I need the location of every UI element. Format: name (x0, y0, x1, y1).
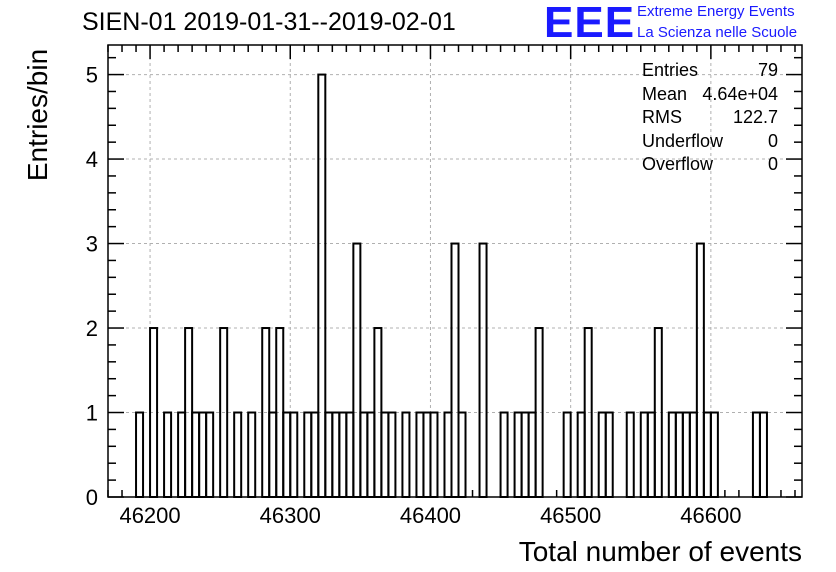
histogram-bin (597, 411, 607, 498)
histogram-bin (401, 411, 411, 498)
histogram-bin (478, 242, 488, 498)
histogram-bin (282, 411, 292, 498)
y-tick-label: 1 (86, 401, 98, 426)
histogram-bin (667, 411, 677, 498)
stat-rms-value: 122.7 (732, 107, 778, 127)
histogram-bin (639, 411, 649, 498)
x-tick-label: 46200 (119, 503, 180, 528)
histogram-bin (247, 411, 257, 498)
x-tick-label: 46600 (680, 503, 741, 528)
x-tick-label: 46400 (400, 503, 461, 528)
histogram-bin (422, 411, 432, 498)
logo-line-1: Extreme Energy Events (637, 3, 795, 20)
stat-overflow-label: Overflow (642, 154, 714, 174)
logo-line-2: La Scienza nelle Scuole (637, 24, 798, 41)
histogram-bin (457, 411, 467, 498)
histogram-bin (387, 411, 397, 498)
stat-rms-label: RMS (642, 107, 682, 127)
histogram-bin (205, 411, 215, 498)
histogram-bin (688, 411, 698, 498)
histogram-bin (303, 411, 313, 498)
histogram-bin (681, 411, 691, 498)
histogram-bin (198, 411, 208, 498)
histogram-bin (366, 411, 376, 498)
histogram-bin (625, 411, 635, 498)
y-tick-label: 3 (86, 232, 98, 257)
histogram-bin (709, 411, 719, 498)
x-axis-label: Total number of events (518, 536, 802, 567)
x-tick-label: 46500 (540, 503, 601, 528)
histogram-bin (268, 411, 278, 498)
ticks: 46200 46300 46400 46500 46600 0 1 2 3 4 5 (86, 45, 802, 528)
histogram-bin (674, 411, 684, 498)
plot-frame (107, 44, 803, 498)
histogram-bin (191, 411, 201, 498)
histogram-bin (331, 411, 341, 498)
histogram-bin (527, 411, 537, 498)
x-tick-label: 46300 (260, 503, 321, 528)
histogram-bin (499, 411, 509, 498)
stat-entries-label: Entries (642, 60, 699, 80)
stats-box: Entries 79 Mean 4.64e+04 RMS 122.7 Under… (642, 60, 778, 178)
chart-title: SIEN-01 2019-01-31--2019-02-01 (82, 8, 456, 36)
stat-entries: Entries 79 (642, 60, 778, 84)
histogram-bin (324, 411, 334, 498)
histogram-bin (135, 411, 145, 498)
y-axis-label: Entries/bin (22, 48, 53, 182)
y-tick-label: 2 (86, 316, 98, 341)
histogram-bin (562, 411, 572, 498)
stat-entries-value: 79 (757, 60, 778, 80)
histogram-bin (429, 411, 439, 498)
histogram-bin (338, 411, 348, 498)
histogram-bin (751, 411, 761, 498)
histogram-bin (163, 411, 173, 498)
histogram-bin (289, 411, 299, 498)
y-tick-label: 4 (86, 147, 98, 172)
histogram-bin (345, 411, 355, 498)
histogram-bin (520, 411, 530, 498)
histogram-bin (380, 411, 390, 498)
axes (107, 44, 803, 498)
stat-mean: Mean 4.64e+04 (642, 84, 778, 108)
histogram-bin (352, 242, 362, 498)
histogram-bin (450, 242, 460, 498)
histogram-bin (702, 411, 712, 498)
y-tick-label: 0 (86, 485, 98, 510)
histogram-bin (233, 411, 243, 498)
histogram-bin (310, 411, 320, 498)
histogram-bin (359, 411, 369, 498)
histogram-bin (443, 411, 453, 498)
histogram-bin (695, 242, 705, 498)
stat-rms: RMS 122.7 (642, 107, 778, 131)
histogram-bin (177, 411, 187, 498)
histogram-bin (646, 411, 656, 498)
stat-overflow-value: 0 (767, 154, 778, 174)
stat-underflow-label: Underflow (642, 130, 724, 151)
histogram-bin (758, 411, 768, 498)
stat-mean-label: Mean (642, 83, 688, 104)
histogram-bin (513, 411, 523, 498)
histogram-bin (415, 411, 425, 498)
stat-underflow-value: 0 (767, 130, 778, 151)
stat-mean-value: 4.64e+04 (702, 83, 778, 104)
histogram-bin (604, 411, 614, 498)
histogram-bin (317, 73, 327, 498)
eee-logo: EEE (544, 0, 636, 47)
stat-overflow: Overflow 0 (642, 154, 778, 178)
y-tick-label: 5 (86, 63, 98, 88)
histogram-bin (576, 411, 586, 498)
stat-underflow: Underflow 0 (642, 131, 778, 155)
